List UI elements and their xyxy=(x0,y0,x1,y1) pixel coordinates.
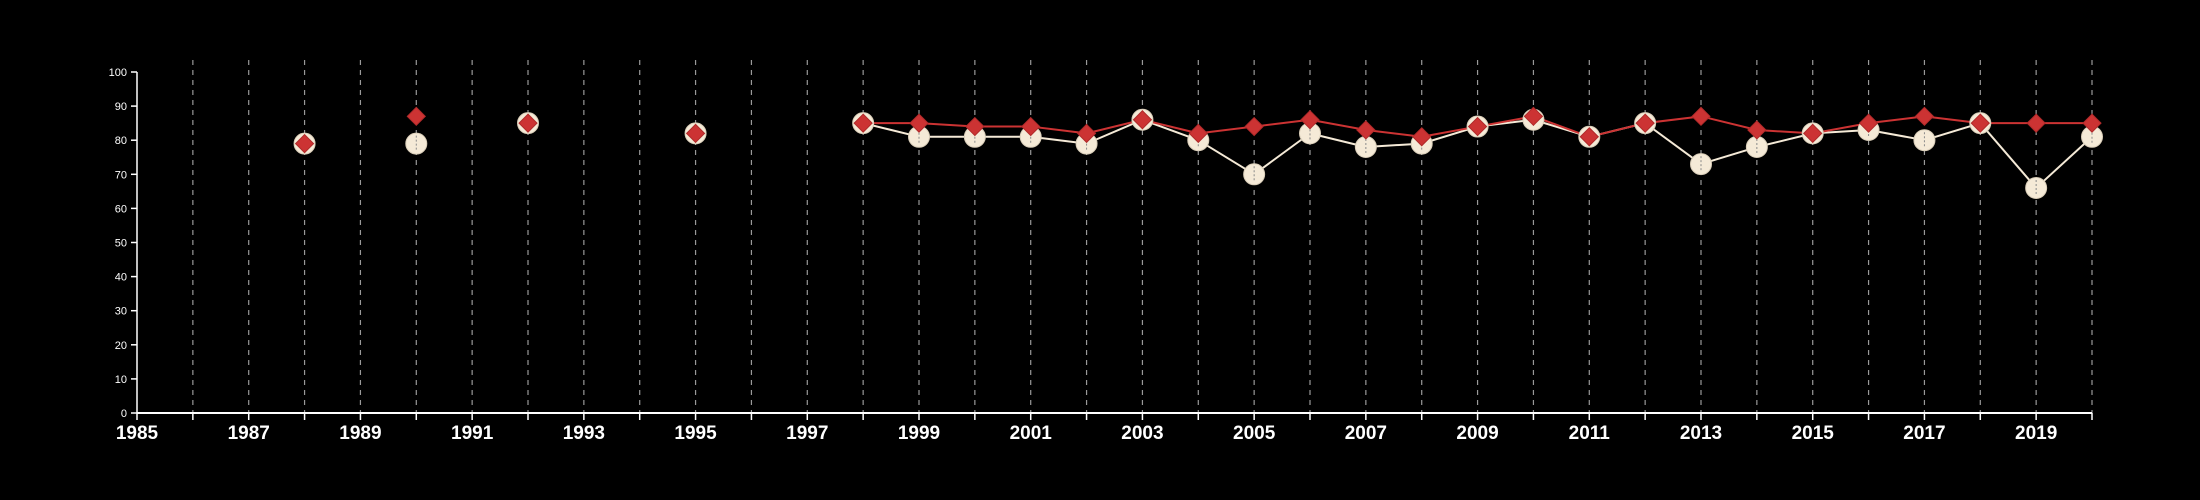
x-tick-label: 1987 xyxy=(228,423,270,444)
axis-layer: 0 10 20 30 40 50 60 70 80 90 100 1985 1987 1989 1991 19… xyxy=(109,67,2093,444)
x-tick-label: 1991 xyxy=(451,423,494,444)
x-tick-label: 1999 xyxy=(898,423,940,444)
data-point-diamond xyxy=(965,116,985,137)
data-point-diamond xyxy=(909,113,929,133)
x-tick-label: 2015 xyxy=(1792,423,1835,444)
y-tick-label: 90 xyxy=(115,101,127,113)
x-tick-label: 1985 xyxy=(116,423,159,444)
y-tick-label: 20 xyxy=(115,340,127,352)
grid-layer xyxy=(192,60,2093,413)
y-tick-label: 40 xyxy=(115,272,127,284)
data-point-diamond xyxy=(406,106,426,127)
data-point-diamond xyxy=(1691,106,1711,127)
series-line-diamond xyxy=(1309,118,1367,131)
data-point-diamond xyxy=(1244,116,1264,137)
x-tick-label: 2011 xyxy=(1569,423,1611,444)
x-tick-label: 2001 xyxy=(1010,423,1053,444)
data-point-diamond xyxy=(1747,120,1767,140)
series-line-diamond xyxy=(1868,115,1925,125)
y-tick-label: 100 xyxy=(109,67,127,79)
data-point-diamond xyxy=(294,133,315,154)
data-point-diamond xyxy=(1914,106,1935,127)
data-point-diamond xyxy=(518,113,538,133)
data-point-diamond xyxy=(685,123,706,144)
x-tick-label: 1997 xyxy=(786,423,828,444)
series-line-diamond xyxy=(1254,118,1311,128)
series-line-diamond xyxy=(1365,128,1422,138)
data-point-diamond xyxy=(1188,123,1208,144)
data-point-diamond xyxy=(1021,116,1041,137)
series-line-circle xyxy=(2035,136,2093,189)
series-line-diamond xyxy=(1198,125,1255,135)
x-tick-label: 1995 xyxy=(674,423,717,444)
series-line-circle xyxy=(1644,122,1702,165)
y-tick-label: 70 xyxy=(115,169,127,181)
series-line-diamond xyxy=(918,122,975,128)
data-point-diamond xyxy=(1076,123,1097,144)
y-tick-label: 80 xyxy=(115,135,127,147)
x-tick-label: 2005 xyxy=(1233,423,1276,444)
series-line-diamond xyxy=(1030,125,1087,135)
data-point-diamond xyxy=(1858,113,1879,133)
data-point-diamond xyxy=(853,113,873,133)
data-point-diamond xyxy=(1300,110,1320,130)
data-point-diamond xyxy=(1803,123,1823,144)
series-line-circle xyxy=(1253,132,1311,176)
y-tick-label: 10 xyxy=(115,374,127,386)
data-point-diamond xyxy=(1579,127,1599,147)
x-tick-label: 2019 xyxy=(2015,423,2057,444)
data-point-diamond xyxy=(1523,106,1544,127)
x-tick-label: 2013 xyxy=(1680,423,1722,444)
y-tick-label: 50 xyxy=(115,238,127,250)
data-point-diamond xyxy=(1635,113,1655,133)
data-point-diamond xyxy=(1412,127,1432,147)
data-point-diamond xyxy=(2026,113,2046,133)
data-point-diamond xyxy=(1132,110,1153,130)
x-tick-label: 2009 xyxy=(1456,423,1498,444)
y-tick-label: 60 xyxy=(115,203,127,215)
y-tick-label: 0 xyxy=(121,408,127,420)
series-line-diamond xyxy=(1700,115,1758,131)
x-tick-label: 2017 xyxy=(1903,423,1945,444)
y-tick-label: 30 xyxy=(115,306,127,318)
data-point-diamond xyxy=(1467,116,1488,137)
x-tick-label: 1989 xyxy=(339,423,381,444)
data-point-diamond xyxy=(2082,113,2102,133)
x-tick-label: 1993 xyxy=(563,423,605,444)
data-point-diamond xyxy=(1356,120,1376,140)
x-tick-label: 2003 xyxy=(1121,423,1163,444)
series-line-circle xyxy=(1979,122,2037,189)
x-tick-label: 2007 xyxy=(1345,423,1387,444)
series-layer xyxy=(293,106,2103,199)
data-point-diamond xyxy=(1970,113,1990,133)
